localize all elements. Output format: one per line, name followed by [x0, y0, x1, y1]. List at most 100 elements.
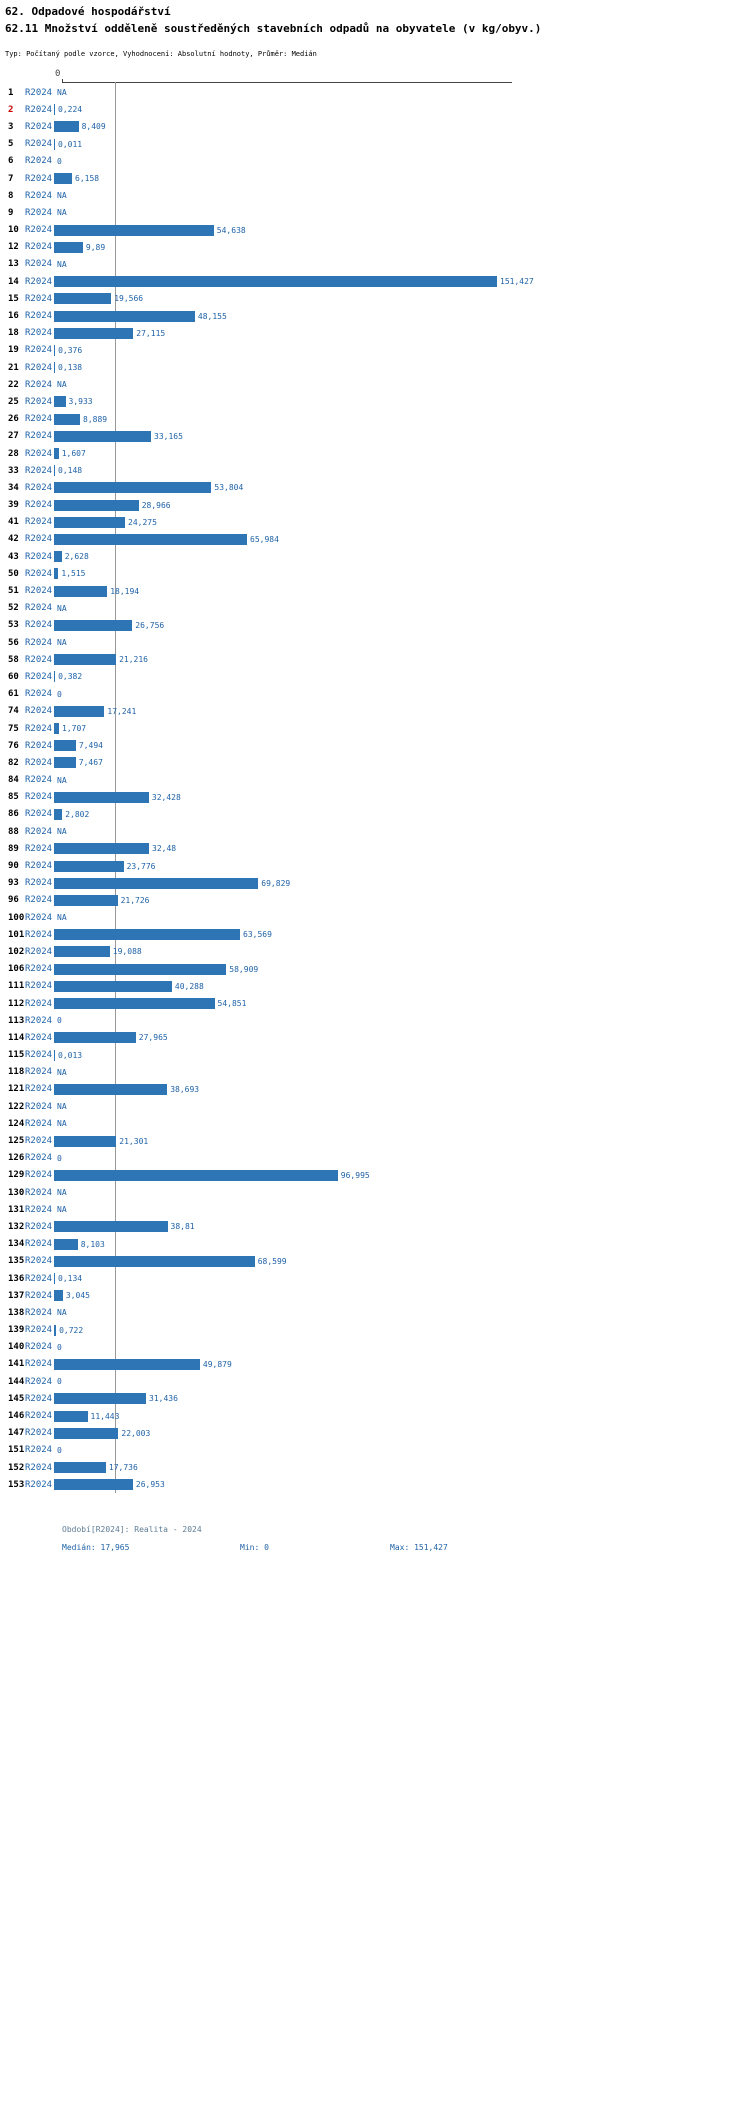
row-number: 144 [8, 1376, 25, 1387]
bar [54, 104, 55, 116]
series-label: R2024 [25, 1101, 53, 1112]
chart-row: 13 R2024 NA [0, 256, 750, 273]
series-label: R2024 [25, 259, 53, 270]
bar-value-label: 17,241 [107, 706, 137, 716]
series-label: R2024 [25, 121, 53, 132]
series-label: R2024 [25, 1445, 53, 1456]
bar-area: 8,409 [54, 121, 750, 133]
bar-value-label: 53,804 [214, 483, 244, 493]
row-number: 84 [8, 775, 19, 786]
bar-area: 0 [54, 1015, 750, 1026]
bar-value-label: 21,726 [120, 895, 150, 905]
row-number: 88 [8, 826, 19, 837]
bar-value-label: 32,48 [152, 844, 177, 854]
footer-median: Medián: 17,965 [62, 1543, 130, 1553]
bar [54, 241, 83, 253]
row-number: 27 [8, 431, 19, 442]
row-number: 86 [8, 809, 19, 820]
bar [54, 1273, 55, 1285]
chart-row: 121 R2024 38,693 [0, 1081, 750, 1098]
chart-row: 89 R2024 32,48 [0, 840, 750, 857]
series-label: R2024 [25, 671, 53, 682]
row-number: 137 [8, 1290, 25, 1301]
row-number: 56 [8, 637, 19, 648]
axis-line [62, 82, 512, 83]
series-label: R2024 [25, 207, 53, 218]
row-number: 113 [8, 1015, 25, 1026]
series-label: R2024 [25, 551, 53, 562]
series-label: R2024 [25, 586, 53, 597]
bar [54, 860, 124, 872]
chart-row: 8 R2024 NA [0, 187, 750, 204]
bar-area: NA [54, 1187, 750, 1198]
bar-area: 18,194 [54, 585, 750, 597]
bar-area: 2,628 [54, 551, 750, 563]
series-label: R2024 [25, 929, 53, 940]
bar-area: 9,89 [54, 241, 750, 253]
bar [54, 1393, 146, 1405]
row-number: 25 [8, 396, 19, 407]
bar-value-label: 96,995 [340, 1170, 370, 1180]
bar-area: 17,736 [54, 1462, 750, 1474]
bar [54, 757, 76, 769]
chart-title: 62. Odpadové hospodářství [5, 5, 171, 18]
row-number: 121 [8, 1084, 25, 1095]
series-label: R2024 [25, 809, 53, 820]
series-label: R2024 [25, 500, 53, 511]
series-label: R2024 [25, 1307, 53, 1318]
bar-area: 54,851 [54, 998, 750, 1010]
series-label: R2024 [25, 568, 53, 579]
chart-row: 100 R2024 NA [0, 909, 750, 926]
row-number: 8 [8, 190, 14, 201]
row-number: 21 [8, 362, 19, 373]
row-number: 145 [8, 1393, 25, 1404]
bar [54, 929, 240, 941]
bar [54, 293, 112, 305]
series-label: R2024 [25, 517, 53, 528]
row-number: 147 [8, 1428, 25, 1439]
bar-area: 49,879 [54, 1358, 750, 1370]
row-number: 131 [8, 1204, 25, 1215]
bar-area: 11,443 [54, 1410, 750, 1422]
bar-area: NA [54, 1101, 750, 1112]
chart-row: 115 R2024 0,013 [0, 1047, 750, 1064]
bar [54, 568, 59, 580]
series-label: R2024 [25, 1050, 53, 1061]
row-number: 93 [8, 878, 19, 889]
bar-area: 0,148 [54, 465, 750, 477]
chart-row: 7 R2024 6,158 [0, 170, 750, 187]
chart-meta: Typ: Počítaný podle vzorce, Vyhodnocení:… [5, 50, 317, 58]
chart-row: 61 R2024 0 [0, 686, 750, 703]
bar [54, 344, 56, 356]
bar-value-label: NA [57, 380, 67, 390]
row-number: 114 [8, 1032, 25, 1043]
bar-value-label: 54,851 [217, 999, 247, 1009]
row-number: 42 [8, 534, 19, 545]
bar-area: 0 [54, 156, 750, 167]
axis-zero-label: 0 [55, 69, 61, 79]
bar [54, 396, 66, 408]
row-number: 152 [8, 1462, 25, 1473]
row-number: 132 [8, 1221, 25, 1232]
chart-row: 12 R2024 9,89 [0, 239, 750, 256]
series-label: R2024 [25, 1118, 53, 1129]
chart-row: 25 R2024 3,933 [0, 393, 750, 410]
row-number: 2 [8, 104, 14, 115]
bar [54, 362, 55, 374]
bar-area: 24,275 [54, 516, 750, 528]
chart-row: 51 R2024 18,194 [0, 582, 750, 599]
bar [54, 1290, 63, 1302]
series-label: R2024 [25, 946, 53, 957]
footer-min: Min: 0 [240, 1543, 269, 1553]
chart-row: 88 R2024 NA [0, 823, 750, 840]
row-number: 130 [8, 1187, 25, 1198]
chart-row: 96 R2024 21,726 [0, 892, 750, 909]
bar-area: 151,427 [54, 276, 750, 288]
row-number: 135 [8, 1256, 25, 1267]
bar-area: 8,889 [54, 413, 750, 425]
bar-value-label: 0 [57, 156, 62, 166]
bar-area: 53,804 [54, 482, 750, 494]
bar [54, 740, 76, 752]
bar [54, 499, 139, 511]
chart-row: 136 R2024 0,134 [0, 1270, 750, 1287]
